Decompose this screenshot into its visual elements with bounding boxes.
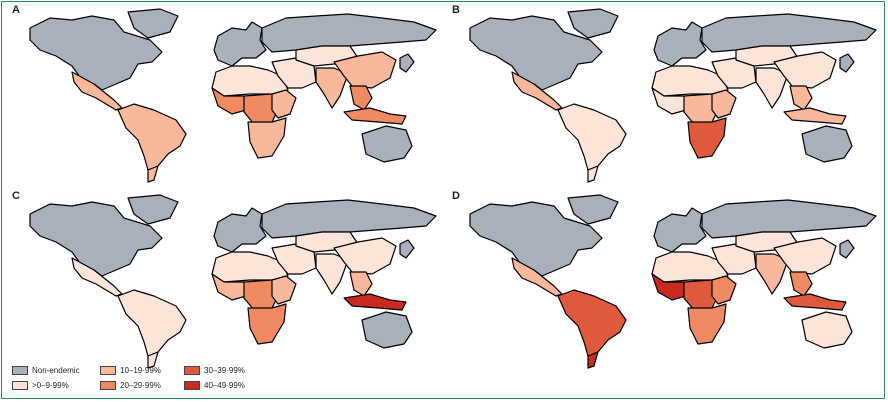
region-mexico-central [511, 257, 563, 297]
region-south-asia [315, 253, 349, 295]
region-maritime-se-asia [343, 107, 407, 125]
region-greenland [127, 194, 179, 225]
region-southern-africa [247, 303, 287, 345]
region-southeast-asia [349, 271, 373, 297]
region-south-america [117, 103, 187, 171]
region-europe [653, 21, 707, 67]
region-south-america [557, 289, 627, 357]
panel-label-c: C [12, 190, 20, 202]
region-greenland [127, 8, 179, 39]
region-north-america [469, 15, 603, 91]
legend-item-20-30: 20–29·99% [100, 381, 161, 390]
legend-swatch [100, 381, 116, 390]
legend-swatch [12, 381, 28, 390]
region-mexico-central [511, 71, 563, 111]
region-europe [213, 207, 267, 253]
world-map-c [29, 194, 437, 369]
region-southern-africa [687, 303, 727, 345]
map-panel-d: D [450, 190, 882, 370]
region-china [333, 237, 397, 275]
region-china [333, 51, 397, 89]
region-mexico-central [71, 257, 123, 297]
region-south-asia [755, 253, 789, 295]
region-mexico-central [71, 71, 123, 111]
region-europe [213, 21, 267, 67]
region-north-america [29, 201, 163, 277]
region-south-asia [315, 67, 349, 109]
region-east-africa [271, 275, 297, 305]
region-southern-africa [687, 117, 727, 159]
legend-swatch [12, 366, 28, 375]
region-patagonia [587, 165, 599, 183]
region-south-asia [755, 67, 789, 109]
region-russia [261, 199, 437, 239]
region-japan [839, 239, 855, 259]
region-australia [361, 125, 413, 163]
region-japan [399, 239, 415, 259]
map-panel-b: B [450, 4, 882, 184]
legend-item-10-20: 10–19·99% [100, 366, 161, 375]
legend-swatch [184, 366, 200, 375]
legend-label: >0–9·99% [32, 381, 69, 390]
legend-label: 30–39·99% [204, 366, 245, 375]
panel-label-a: A [12, 4, 20, 16]
region-patagonia [147, 165, 159, 183]
region-maritime-se-asia [343, 293, 407, 311]
region-china [773, 237, 837, 275]
map-panel-c: C [10, 190, 442, 370]
legend-swatch [184, 381, 200, 390]
world-map-d [469, 194, 877, 369]
world-map-b [469, 8, 877, 183]
region-southern-africa [247, 117, 287, 159]
region-east-africa [271, 89, 297, 119]
legend: Non-endemic >0–9·99% 10–19·99% 20–29·99%… [12, 366, 272, 396]
region-patagonia [587, 351, 599, 369]
region-north-america [29, 15, 163, 91]
region-south-america [117, 289, 187, 357]
region-north-america [469, 201, 603, 277]
region-south-america [557, 103, 627, 171]
legend-item-40-50: 40–49·99% [184, 381, 245, 390]
region-australia [361, 311, 413, 349]
legend-label: 20–29·99% [120, 381, 161, 390]
region-russia [701, 13, 877, 53]
region-southeast-asia [789, 85, 813, 111]
legend-label: 10–19·99% [120, 366, 161, 375]
map-panel-a: A [10, 4, 442, 184]
panel-label-d: D [452, 190, 460, 202]
region-greenland [567, 8, 619, 39]
legend-item-0-10: >0–9·99% [12, 381, 69, 390]
world-map-a [29, 8, 437, 183]
region-maritime-se-asia [783, 293, 847, 311]
legend-item-30-40: 30–39·99% [184, 366, 245, 375]
region-russia [701, 199, 877, 239]
region-russia [261, 13, 437, 53]
region-australia [801, 311, 853, 349]
region-china [773, 51, 837, 89]
legend-item-non-endemic: Non-endemic [12, 366, 80, 375]
legend-swatch [100, 366, 116, 375]
region-patagonia [147, 351, 159, 369]
region-greenland [567, 194, 619, 225]
region-east-africa [711, 275, 737, 305]
legend-label: 40–49·99% [204, 381, 245, 390]
panel-label-b: B [452, 4, 460, 16]
legend-label: Non-endemic [32, 366, 80, 375]
region-europe [653, 207, 707, 253]
region-east-africa [711, 89, 737, 119]
region-japan [839, 53, 855, 73]
region-japan [399, 53, 415, 73]
region-southeast-asia [349, 85, 373, 111]
region-maritime-se-asia [783, 107, 847, 125]
region-southeast-asia [789, 271, 813, 297]
region-australia [801, 125, 853, 163]
